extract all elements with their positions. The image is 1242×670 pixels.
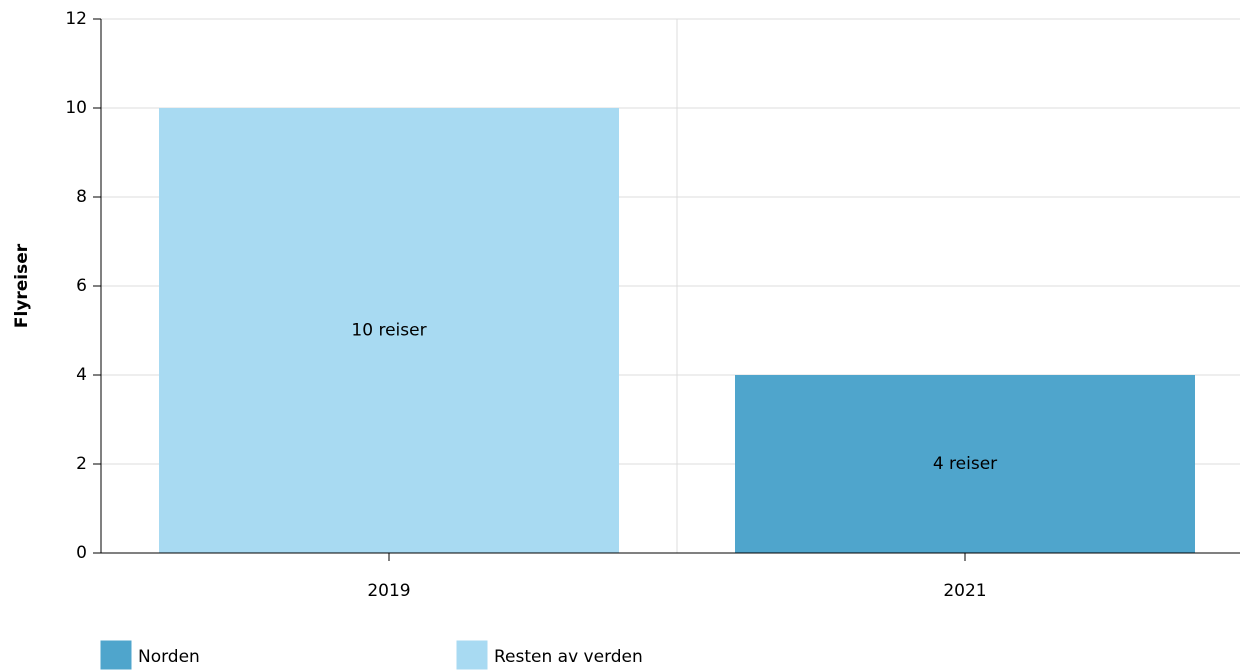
x-tick-label: 2021 [943, 581, 986, 601]
y-tick-label: 6 [76, 276, 87, 296]
legend-swatch [456, 640, 488, 670]
y-tick-label: 12 [65, 9, 87, 29]
bar-segment [159, 108, 619, 553]
y-axis-label: Flyreiser [12, 243, 32, 328]
data-label: 10 reiser [351, 321, 426, 341]
legend-swatch [100, 640, 132, 670]
y-tick-label: 4 [76, 365, 87, 385]
x-tick-label: 2019 [367, 581, 410, 601]
y-tick-label: 10 [65, 98, 87, 118]
y-tick-label: 8 [76, 187, 87, 207]
legend-label: Norden [138, 647, 200, 667]
y-tick-label: 0 [76, 543, 87, 563]
data-label: 4 reiser [933, 454, 997, 474]
legend-label: Resten av verden [494, 647, 643, 667]
y-tick-label: 2 [76, 454, 87, 474]
bar-segment [735, 375, 1195, 553]
